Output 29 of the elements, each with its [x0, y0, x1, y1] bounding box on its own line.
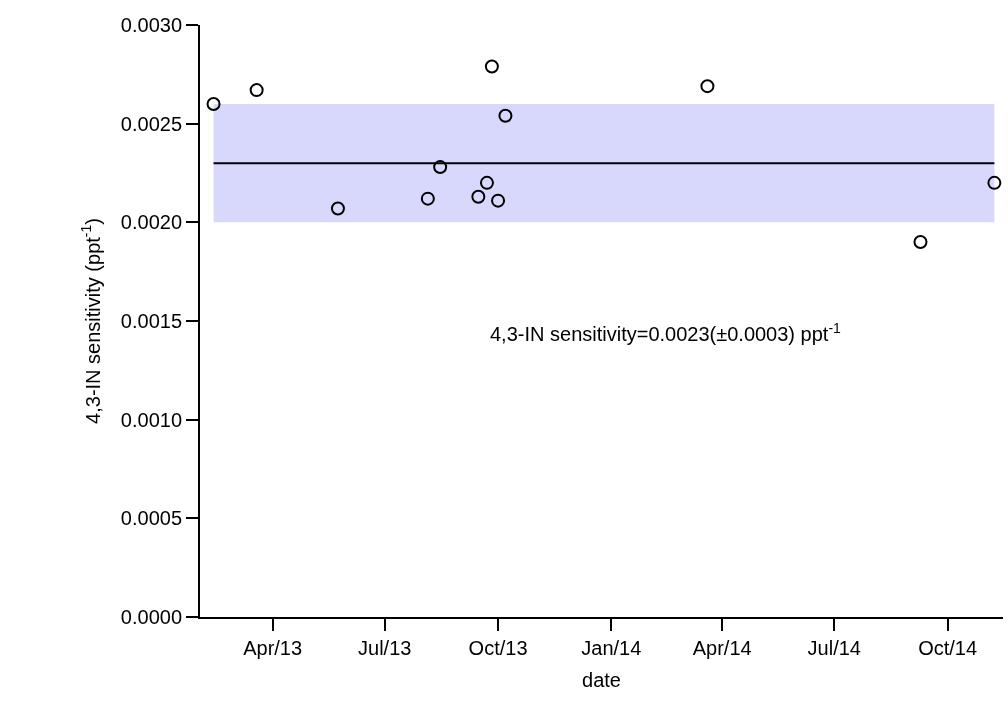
y-tick-label: 0.0000	[120, 606, 182, 628]
point	[913, 235, 928, 250]
point	[249, 83, 264, 98]
point	[420, 191, 435, 206]
x-axis-title: date	[582, 669, 621, 691]
point	[433, 160, 448, 175]
y-tick-label: 0.0025	[120, 112, 182, 135]
y-tick-label: 0.0020	[120, 211, 182, 234]
point	[700, 79, 715, 94]
point	[330, 201, 345, 216]
y-tick-label: 0.0015	[120, 310, 182, 332]
x-tick-label: Oct/14	[918, 637, 978, 659]
x-tick-label: Oct/13	[468, 637, 528, 659]
x-tick-label: Apr/14	[692, 637, 752, 659]
point	[484, 59, 499, 74]
x-tick-label: Jul/14	[807, 637, 861, 659]
annotation: 4,3-IN sensitivity=0.0023(±0.0003) ppt$^{-1}$	[490, 320, 842, 346]
x-tick-label: Jul/13	[358, 637, 412, 659]
y-tick-label: 0.0005	[120, 507, 182, 530]
y-tick-label: 0.0030	[120, 14, 182, 36]
point	[479, 175, 494, 190]
point	[491, 193, 506, 208]
point	[987, 175, 1002, 190]
point	[206, 96, 221, 111]
point	[498, 108, 513, 123]
point	[471, 189, 486, 204]
y-tick-label: 0.0010	[120, 408, 182, 431]
x-tick-label: Jan/14	[581, 637, 642, 659]
x-tick-label: Apr/13	[243, 637, 303, 659]
